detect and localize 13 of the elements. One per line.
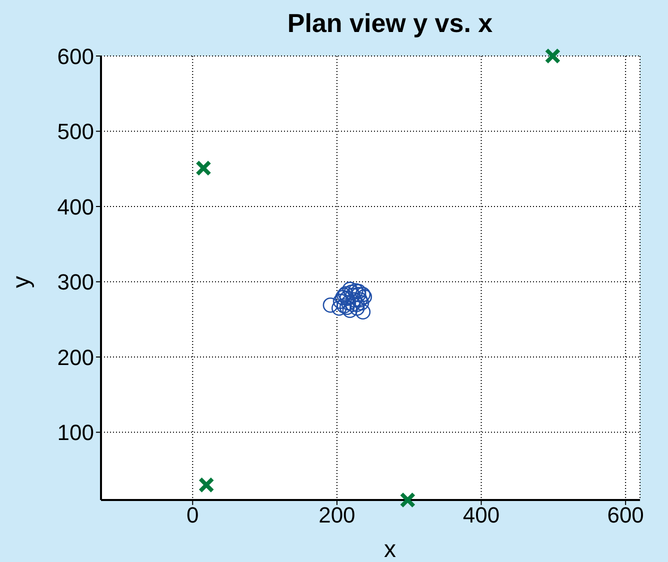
y-tick-label: 100 <box>57 420 94 446</box>
x-tick-label: 600 <box>607 502 644 528</box>
x-tick-label: 0 <box>186 502 199 528</box>
x-axis-title: x <box>383 536 397 562</box>
y-tick-label: 300 <box>57 270 94 295</box>
y-tick-label: 400 <box>57 194 94 220</box>
y-axis-title: y <box>8 276 36 288</box>
y-tick-label: 500 <box>57 119 94 144</box>
x-tick-label: 400 <box>462 502 500 528</box>
y-tick-label: 600 <box>57 44 94 69</box>
x-tick-label: 200 <box>318 502 356 528</box>
chart-title: Plan view y vs. x <box>286 8 494 39</box>
y-tick-label: 200 <box>57 344 94 370</box>
